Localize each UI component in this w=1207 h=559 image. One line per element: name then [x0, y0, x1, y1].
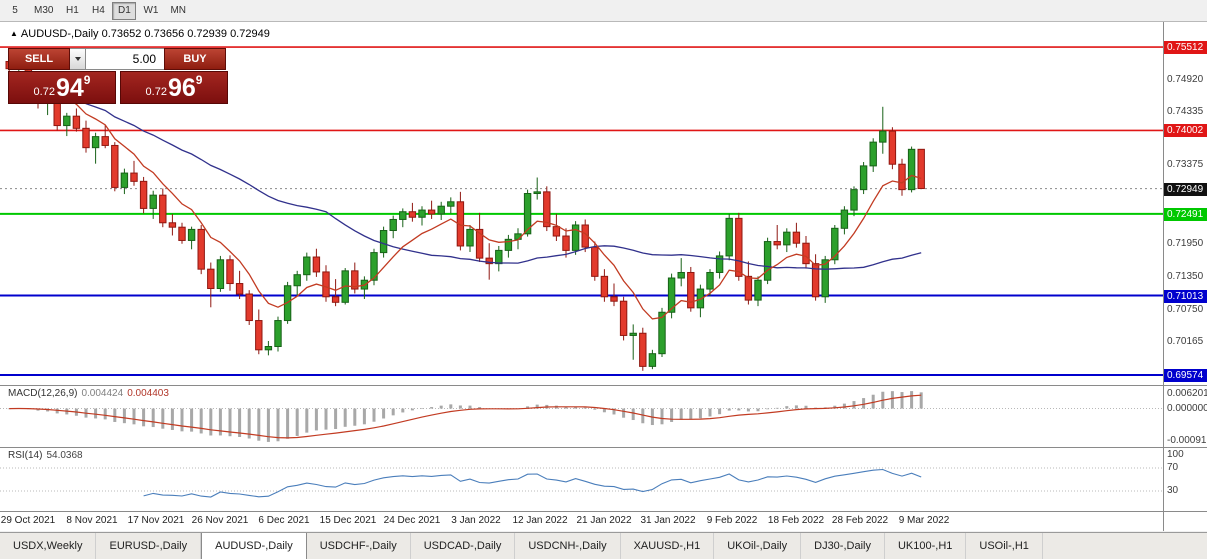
chevron-down-icon — [74, 57, 81, 61]
sell-price-small: 0.72 — [33, 86, 55, 98]
symbol-marker-icon: ▲ — [10, 29, 18, 38]
price-level-label: 0.72491 — [1164, 208, 1207, 221]
price-level-label: 0.71013 — [1164, 290, 1207, 303]
volume-input[interactable]: 5.00 — [86, 48, 164, 70]
sell-price-big: 94 — [55, 74, 84, 102]
rsi-line — [143, 468, 922, 498]
timeframe-button-h1[interactable]: H1 — [60, 2, 84, 20]
timeframe-button-5[interactable]: 5 — [3, 2, 27, 20]
sell-price-sup: 9 — [83, 73, 91, 87]
date-tick-label: 9 Mar 2022 — [898, 515, 950, 526]
date-tick-label: 6 Dec 2021 — [258, 515, 310, 526]
sell-price-display[interactable]: 0.72 94 9 — [8, 71, 116, 104]
price-tick-label: 0.70750 — [1167, 304, 1204, 315]
timeframe-button-m30[interactable]: M30 — [29, 2, 58, 20]
macd-chart-canvas[interactable] — [0, 386, 1163, 447]
price-level-label: 0.69574 — [1164, 369, 1207, 382]
price-tick-label: 0.74920 — [1167, 74, 1204, 85]
rsi-chart-canvas[interactable] — [0, 448, 1163, 511]
date-tick-label: 17 Nov 2021 — [127, 515, 185, 526]
buy-price-small: 0.72 — [145, 86, 167, 98]
price-axis[interactable]: 0.74920 0.74335 0.73375 0.71950 0.71350 0.707… — [1164, 22, 1207, 531]
price-level-label: 0.74002 — [1164, 124, 1207, 137]
price-tick-label: 30 — [1167, 485, 1179, 496]
date-tick-label: 31 Jan 2022 — [640, 515, 696, 526]
price-tick-label: 0.74335 — [1167, 106, 1204, 117]
symbol-tab-usdcnh-daily[interactable]: USDCNH-,Daily — [515, 533, 621, 559]
panel-splitter[interactable] — [0, 511, 1207, 512]
chart-window: ▲ AUDUSD-,Daily 0.73652 0.73656 0.72939 0… — [0, 22, 1207, 531]
price-chart-canvas[interactable] — [0, 22, 1163, 385]
price-tick-label: 0.70165 — [1167, 336, 1204, 347]
panel-splitter[interactable] — [0, 447, 1207, 448]
price-tick-label: 0.006201 — [1167, 388, 1207, 399]
chart-title-symbol: AUDUSD-,Daily — [20, 28, 99, 40]
rsi-label: RSI(14) 54.0368 — [8, 450, 83, 461]
date-tick-label: 18 Feb 2022 — [767, 515, 825, 526]
timeframe-button-w1[interactable]: W1 — [138, 2, 163, 20]
timeframe-button-mn[interactable]: MN — [165, 2, 191, 20]
buy-price-big: 96 — [167, 74, 196, 102]
date-tick-label: 24 Dec 2021 — [383, 515, 441, 526]
date-tick-label: 15 Dec 2021 — [319, 515, 377, 526]
date-tick-label: 28 Feb 2022 — [831, 515, 889, 526]
macd-label: MACD(12,26,9) 0.004424 0.004403 — [8, 388, 169, 399]
volume-dropdown-button[interactable] — [70, 48, 86, 70]
price-tick-label: 100 — [1167, 449, 1184, 460]
symbol-tab-dj30-daily[interactable]: DJ30-,Daily — [801, 533, 885, 559]
buy-button[interactable]: BUY — [164, 48, 226, 70]
price-tick-label: 0.71950 — [1167, 238, 1204, 249]
symbol-tab-usdcad-daily[interactable]: USDCAD-,Daily — [411, 533, 516, 559]
symbol-tab-usdx-weekly[interactable]: USDX,Weekly — [0, 533, 97, 559]
price-level-label: 0.72949 — [1164, 183, 1207, 196]
date-tick-label: 21 Jan 2022 — [576, 515, 632, 526]
date-tick-label: 8 Nov 2021 — [66, 515, 118, 526]
timeframe-button-h4[interactable]: H4 — [86, 2, 110, 20]
symbol-tab-ukoil-daily[interactable]: UKOil-,Daily — [714, 533, 802, 559]
date-tick-label: 26 Nov 2021 — [191, 515, 249, 526]
symbol-tab-xauusd-h1[interactable]: XAUUSD-,H1 — [621, 533, 715, 559]
timeframe-button-d1[interactable]: D1 — [112, 1, 137, 20]
date-tick-label: 29 Oct 2021 — [0, 515, 56, 526]
buy-price-display[interactable]: 0.72 96 9 — [120, 71, 228, 104]
price-tick-label: -0.000919 — [1167, 435, 1207, 446]
date-axis[interactable]: 29 Oct 2021 8 Nov 2021 17 Nov 2021 26 Nov 2… — [0, 512, 1163, 530]
one-click-trading-panel: SELL 5.00 BUY 0.72 94 9 0.72 96 9 — [8, 48, 228, 104]
panel-splitter[interactable] — [0, 385, 1207, 386]
symbol-tab-usdchf-daily[interactable]: USDCHF-,Daily — [307, 533, 411, 559]
symbol-tab-uk100-h1[interactable]: UK100-,H1 — [885, 533, 967, 559]
axis-divider — [1163, 22, 1164, 531]
price-tick-label: 0.71350 — [1167, 271, 1204, 282]
timeframe-toolbar: 5 M30 H1 H4 D1 W1 MN — [0, 0, 1207, 22]
ma-slow-line — [8, 62, 922, 270]
symbol-tabs-bar: USDX,Weekly EURUSD-,Daily AUDUSD-,Daily USD… — [0, 532, 1207, 559]
price-level-label: 0.75512 — [1164, 41, 1207, 54]
buy-price-sup: 9 — [195, 73, 203, 87]
symbol-tab-usoil-h1[interactable]: USOil-,H1 — [966, 533, 1043, 559]
chart-title-ohlc: 0.73652 0.73656 0.72939 0.72949 — [101, 28, 270, 40]
macd-signal-line — [9, 394, 922, 439]
symbol-tab-eurusd-daily[interactable]: EURUSD-,Daily — [96, 533, 202, 559]
price-tick-label: 70 — [1167, 462, 1179, 473]
date-tick-label: 9 Feb 2022 — [706, 515, 758, 526]
price-tick-label: 0.000000 — [1167, 403, 1207, 414]
price-tick-label: 0.73375 — [1167, 159, 1204, 170]
chart-title: ▲ AUDUSD-,Daily 0.73652 0.73656 0.72939 0… — [10, 28, 270, 40]
ma-fast-line — [9, 65, 922, 320]
sell-button[interactable]: SELL — [8, 48, 70, 70]
date-tick-label: 12 Jan 2022 — [512, 515, 568, 526]
date-tick-label: 3 Jan 2022 — [451, 515, 501, 526]
symbol-tab-audusd-daily[interactable]: AUDUSD-,Daily — [201, 533, 307, 559]
